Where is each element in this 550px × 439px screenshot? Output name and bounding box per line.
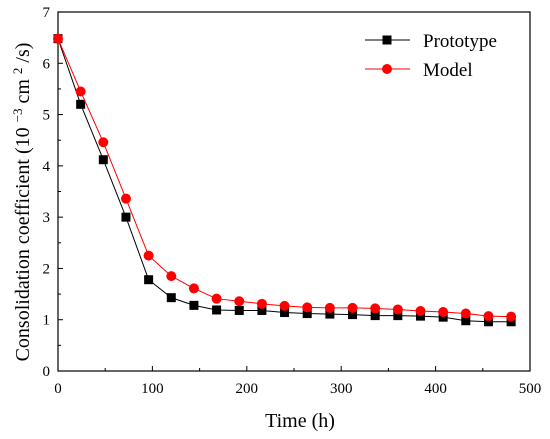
data-point-model [438, 307, 449, 318]
data-point-model [98, 137, 109, 148]
data-point-model [324, 302, 335, 313]
data-point-model [506, 311, 517, 322]
y-tick-label: 5 [43, 108, 51, 124]
data-point-prototype [98, 155, 108, 165]
data-point-prototype [166, 293, 176, 303]
data-point-prototype [348, 310, 358, 320]
data-point-model [370, 303, 381, 314]
x-tick-label: 200 [236, 381, 259, 397]
series-group [53, 33, 517, 327]
y-axis-title: Consolidation coefficient (10 −3 cm 2 /s… [10, 43, 35, 362]
x-tick-label: 300 [330, 381, 353, 397]
x-tick-label: 0 [54, 381, 62, 397]
data-point-prototype [370, 311, 380, 321]
data-point-prototype [393, 311, 403, 321]
data-point-prototype [257, 305, 267, 315]
y-axis-unit-exponent: −3 [10, 109, 25, 123]
data-point-model [53, 33, 63, 44]
data-point-prototype [438, 312, 448, 322]
data-point-prototype [461, 316, 471, 326]
data-point-prototype [325, 309, 335, 319]
data-point-model [415, 305, 426, 316]
y-tick-label: 4 [43, 159, 51, 175]
data-point-model [256, 298, 267, 309]
data-point-prototype [189, 300, 199, 310]
data-point-prototype [212, 305, 222, 315]
data-point-prototype [506, 317, 516, 327]
data-point-prototype [280, 308, 290, 318]
data-point-model [143, 250, 154, 261]
y-tick-label: 0 [43, 364, 51, 380]
y-tick-label: 1 [43, 313, 51, 329]
legend-label-prototype: Prototype [423, 31, 497, 52]
y-axis-unit-prefix: (10 [12, 127, 34, 154]
legend-label-model: Model [423, 60, 473, 81]
y-tick-label: 3 [43, 210, 51, 226]
y-axis-unit-power: 2 [10, 68, 25, 75]
y-axis-title-main: Consolidation coefficient [12, 159, 34, 362]
y-tick-label: 6 [43, 56, 51, 72]
data-point-model [483, 311, 494, 322]
x-tick-label: 400 [424, 381, 447, 397]
data-point-model [347, 302, 358, 313]
y-tick-label: 2 [43, 261, 51, 277]
legend: Prototype Model [365, 31, 497, 81]
data-point-prototype [144, 275, 154, 285]
data-point-prototype [121, 212, 131, 222]
data-point-model [211, 293, 222, 304]
axes-group: 0 100 200 300 400 500 0 1 2 3 4 5 6 7 [43, 5, 542, 397]
data-point-model [392, 304, 403, 315]
data-point-model [120, 193, 131, 204]
y-tick-label: 7 [43, 5, 51, 21]
data-point-prototype [76, 99, 86, 109]
data-point-model [166, 271, 177, 282]
data-point-model [279, 300, 290, 311]
y-axis-unit-suffix: cm [12, 79, 34, 104]
series-line-prototype [57, 38, 512, 323]
data-point-model [234, 296, 245, 307]
x-tick-label: 500 [519, 381, 542, 397]
data-point-prototype [415, 311, 425, 321]
legend-marker-model [382, 64, 392, 74]
data-point-model [75, 86, 86, 97]
legend-marker-prototype [382, 35, 392, 45]
y-axis-unit-end: /s) [12, 43, 34, 63]
x-tick-label: 100 [141, 381, 164, 397]
x-axis-title: Time (h) [265, 410, 335, 432]
data-point-prototype [234, 305, 244, 315]
data-point-model [188, 283, 199, 294]
data-point-prototype [302, 309, 312, 319]
data-point-model [460, 308, 471, 319]
data-point-model [302, 302, 313, 313]
data-point-prototype [483, 317, 493, 327]
